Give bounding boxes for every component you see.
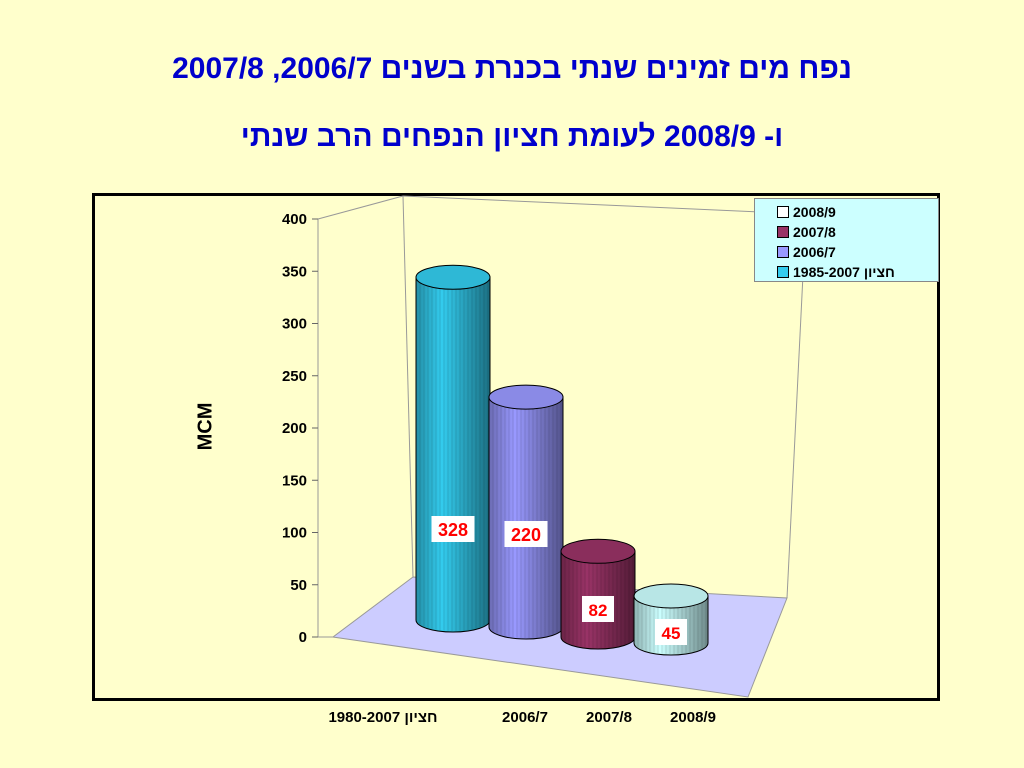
data-label: 220 [511,525,541,545]
chart-legend: 2008/9 2007/8 2006/7 חציון 1985-2007 [754,198,939,282]
legend-swatch [777,266,789,278]
y-tick-label: 150 [282,472,307,489]
bar-cylinder-body [488,396,564,640]
x-tick-label: 2006/7 [502,709,548,726]
y-tick-label: 0 [299,629,307,646]
legend-swatch [777,226,789,238]
legend-item: 2006/7 [777,242,938,262]
y-tick-label: 50 [290,577,307,594]
legend-swatch [777,246,789,258]
y-axis-label: MCM [194,402,217,451]
data-label: 328 [438,520,468,540]
y-tick-label: 200 [282,420,307,437]
bar-cylinder-top [633,583,709,609]
y-tick-label: 100 [282,525,307,542]
chart-title-line2: ו- 2008/9 לעומת חציון הנפחים הרב שנתי [240,120,784,153]
x-tick-label: חציון 1980-2007 [328,709,438,726]
legend-item: 2007/8 [777,222,938,242]
y-tick-label: 350 [282,263,307,280]
legend-item: חציון 1985-2007 [777,262,938,282]
legend-swatch [777,206,789,218]
bar-cylinder-top [488,384,564,410]
x-tick-label: 2008/9 [670,709,716,726]
legend-label: חציון 1985-2007 [793,264,895,280]
data-label-box [655,619,687,645]
data-label: 82 [589,601,608,620]
legend-label: 2006/7 [793,244,836,260]
y-tick-label: 400 [282,211,307,228]
wall-top-right [402,195,807,215]
data-label-box [431,516,475,542]
x-tick-label: 2007/8 [586,709,632,726]
bar-cylinder-top [415,264,491,290]
data-label-box [582,596,614,622]
chart-title-line1: נפח מים זמינים שנתי בכנרת בשנים 2006/7, … [172,52,852,85]
legend-label: 2008/9 [793,204,836,220]
data-label-box [504,521,548,547]
legend-label: 2007/8 [793,224,836,240]
bar-cylinder-body [415,276,491,633]
wall-back-edge [402,195,414,578]
data-label: 45 [662,624,681,643]
y-tick-label: 300 [282,316,307,333]
legend-item: 2008/9 [777,202,938,222]
wall-top-left [317,195,404,220]
x-axis-categories: חציון 1980-2007 2006/7 2007/8 2008/9 [0,709,1024,729]
y-tick-label: 250 [282,368,307,385]
bar-cylinder-top [560,538,636,564]
